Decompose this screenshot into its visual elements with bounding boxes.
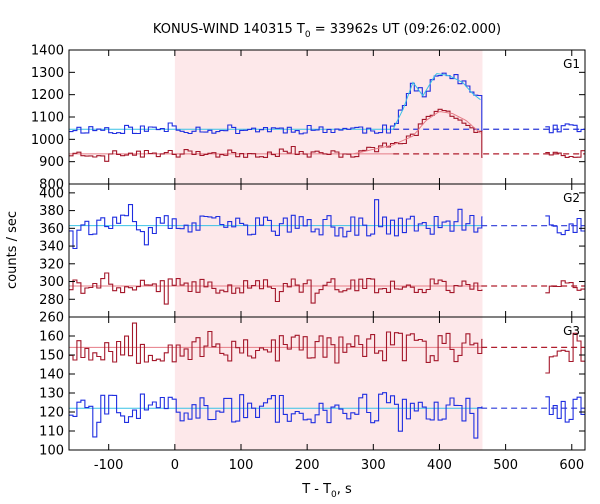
x-axis-label: T - T0, s <box>301 482 352 500</box>
series-blue-steps-main <box>69 72 483 135</box>
series-red-pulse-fit-0 <box>353 111 481 155</box>
y-tick-label: 110 <box>39 425 64 440</box>
y-axis-label: counts / sec <box>5 211 20 289</box>
y-tick-label: 160 <box>39 330 64 345</box>
series-blue-steps-tail <box>545 396 585 423</box>
y-tick-label: 320 <box>39 257 64 272</box>
y-tick-label: 150 <box>39 349 64 364</box>
x-tick-label: 600 <box>559 458 584 473</box>
y-tick-label: 120 <box>39 406 64 421</box>
series-blue-steps-tail <box>545 215 585 236</box>
series-red-steps-main <box>69 108 483 162</box>
series-red-steps-main <box>69 272 483 305</box>
panel-label: G3 <box>563 324 580 338</box>
y-tick-label: 280 <box>39 293 64 308</box>
panel-frame-g3 <box>68 316 586 451</box>
panel-g2: 260 280 300 320 340 360 380 400 G2 <box>39 183 586 326</box>
series-blue-pulse-fit-0 <box>392 73 481 130</box>
series-red-steps-main <box>69 322 483 364</box>
x-tick-label: 100 <box>229 458 254 473</box>
y-tick-label: 130 <box>39 387 64 402</box>
y-tick-label: 140 <box>39 368 64 383</box>
panel-g3: 100 110 120 130 140 150 160 G3 <box>39 316 586 459</box>
series-red-steps-tail <box>545 332 585 374</box>
highlight-region <box>174 50 483 450</box>
series-red-steps-tail <box>545 280 585 294</box>
panel-label: G2 <box>563 191 580 205</box>
x-tick-label: 500 <box>493 458 518 473</box>
x-tick-label: 300 <box>361 458 386 473</box>
series-blue-steps-main <box>69 392 483 439</box>
y-tick-label: 340 <box>39 240 64 255</box>
y-tick-label: 400 <box>39 186 64 201</box>
y-tick-label: 1300 <box>31 66 64 81</box>
y-tick-label: 1000 <box>31 133 64 148</box>
y-tick-label: 100 <box>39 444 64 459</box>
x-tick-label: 200 <box>295 458 320 473</box>
y-tick-label: 800 <box>39 178 64 193</box>
y-tick-label: 300 <box>39 275 64 290</box>
y-tick-label: 380 <box>39 204 64 219</box>
x-tick-label: -100 <box>94 458 124 473</box>
y-tick-label: 360 <box>39 222 64 237</box>
x-tick-label: 0 <box>171 458 179 473</box>
y-tick-label: 1400 <box>31 44 64 59</box>
panel-label: G1 <box>563 57 580 71</box>
series-blue-steps-tail <box>545 123 585 134</box>
x-tick-label: 400 <box>427 458 452 473</box>
chart-title: KONUS-WIND 140315 T0 = 33962s UT (09:26:… <box>153 22 501 40</box>
y-tick-label: 900 <box>39 155 64 170</box>
y-tick-label: 1200 <box>31 88 64 103</box>
series-red-steps-tail <box>545 150 585 158</box>
y-tick-label: 1100 <box>31 111 64 126</box>
series-blue-steps-main <box>69 199 483 250</box>
y-tick-label: 260 <box>39 311 64 326</box>
panel-g1: 800 900 1000 1100 1200 1300 1400 G1 <box>31 44 586 193</box>
